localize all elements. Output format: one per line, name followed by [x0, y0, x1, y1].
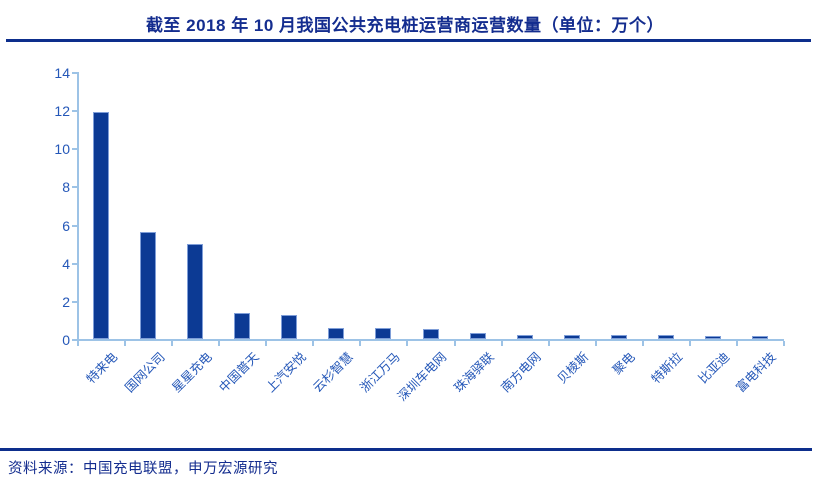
x-category-label: 贝棱斯 [554, 349, 591, 387]
x-category-label: 聚电 [610, 349, 639, 378]
bar [93, 112, 110, 339]
bar [422, 329, 439, 339]
x-axis-tick [265, 341, 268, 346]
bar [375, 327, 392, 339]
x-category-label: 上汽安悦 [263, 349, 309, 396]
x-axis-line [77, 339, 784, 341]
x-axis-tick [500, 341, 503, 346]
y-axis-tick [72, 224, 77, 227]
x-axis-tick [406, 341, 409, 346]
x-category-label: 特斯拉 [648, 349, 686, 387]
bar [234, 313, 251, 339]
bar [704, 335, 721, 339]
x-axis-tick [688, 341, 691, 346]
y-axis-tick [72, 300, 77, 303]
bar [751, 335, 768, 339]
chart-title: 截至 2018 年 10 月我国公共充电桩运营商运营数量（单位：万个） [145, 16, 665, 35]
x-category-label: 星星充电 [169, 349, 215, 396]
x-category-label: 国网公司 [122, 349, 168, 396]
x-axis-tick [641, 341, 644, 346]
x-category-label: 比亚迪 [695, 349, 733, 387]
x-category-label: 深圳车电网 [395, 349, 450, 404]
bar [469, 332, 486, 339]
x-category-label: 特来电 [83, 349, 121, 387]
x-axis-tick [783, 341, 785, 346]
title-divider-rule [6, 39, 811, 42]
x-axis-tick [359, 341, 362, 346]
y-tick-label: 2 [62, 293, 70, 310]
x-axis-tick [735, 341, 738, 346]
y-tick-label: 4 [62, 255, 70, 272]
y-axis-tick [72, 72, 77, 74]
y-tick-label: 6 [62, 217, 70, 234]
bar [281, 315, 298, 339]
y-axis-line [77, 72, 79, 339]
x-axis-tick [312, 341, 315, 346]
y-axis-tick [72, 110, 77, 113]
y-axis-tick [72, 186, 77, 189]
x-axis-tick [171, 341, 174, 346]
bar [563, 334, 580, 339]
y-axis-tick [72, 148, 77, 151]
bar [610, 335, 627, 339]
x-axis-tick [124, 341, 127, 346]
footer-divider-rule [0, 448, 812, 451]
bar [657, 335, 674, 339]
bar [328, 327, 345, 339]
bar [140, 232, 157, 339]
x-category-label: 南方电网 [498, 349, 544, 396]
x-axis-tick [547, 341, 550, 346]
bar [516, 334, 533, 339]
bar [187, 243, 204, 339]
x-axis-tick [77, 341, 79, 346]
x-axis-tick [594, 341, 597, 346]
bar-chart: 0 2 4 6 8 10 12 14 特来电 国网公司 星星充电 中国普天 上汽安悦 云杉智慧 浙江万马深… [54, 65, 785, 404]
x-category-label: 云杉智慧 [310, 349, 356, 396]
x-category-label: 珠海驿联 [451, 349, 497, 396]
x-axis-tick [218, 341, 221, 346]
x-category-label: 富电科技 [733, 349, 780, 396]
x-axis-tick [453, 341, 456, 346]
y-axis-tick [72, 262, 77, 265]
y-tick-label: 14 [54, 65, 70, 81]
x-category-label: 中国普天 [216, 349, 262, 396]
y-tick-label: 0 [62, 332, 70, 348]
y-axis-tick [72, 339, 77, 341]
source-note: 资料来源：中国充电联盟，申万宏源研究 [8, 461, 278, 477]
y-tick-label: 10 [54, 141, 70, 158]
y-tick-label: 8 [62, 179, 70, 196]
y-tick-label: 12 [54, 103, 70, 120]
